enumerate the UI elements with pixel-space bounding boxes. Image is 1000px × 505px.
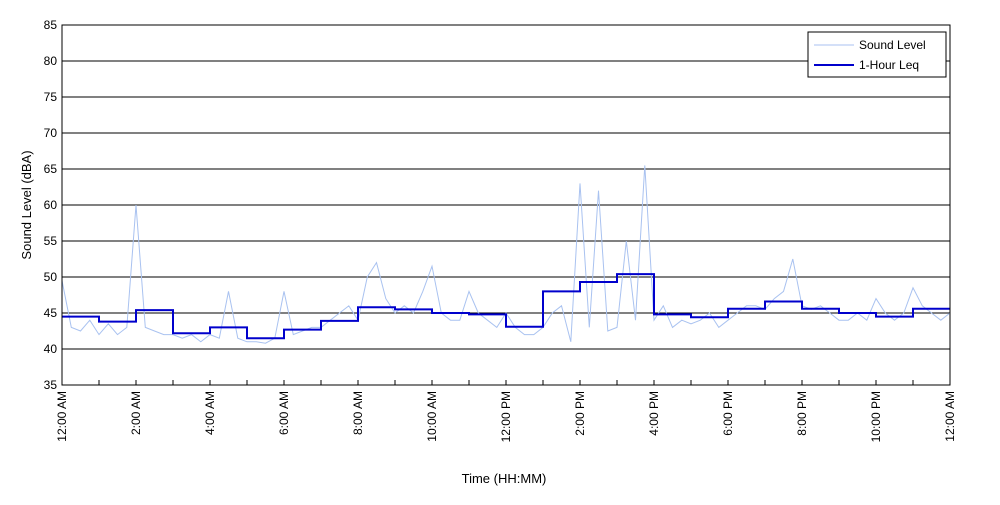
legend-label: Sound Level (859, 38, 926, 52)
x-tick-label: 12:00 AM (55, 391, 69, 442)
x-tick-label: 8:00 AM (351, 391, 365, 435)
legend-label: 1-Hour Leq (859, 58, 919, 72)
y-tick-label: 45 (44, 306, 58, 320)
x-tick-label: 6:00 PM (721, 391, 735, 436)
x-axis-label: Time (HH:MM) (462, 471, 547, 486)
x-tick-label: 10:00 AM (425, 391, 439, 442)
y-tick-label: 60 (44, 198, 58, 212)
x-tick-label: 2:00 PM (573, 391, 587, 436)
y-tick-label: 40 (44, 342, 58, 356)
plot-frame (61, 24, 951, 386)
y-axis-label: Sound Level (dBA) (19, 150, 34, 259)
x-tick-label: 12:00 PM (499, 391, 513, 442)
x-tick-label: 4:00 AM (203, 391, 217, 435)
y-tick-label: 50 (44, 270, 58, 284)
x-tick-label: 8:00 PM (795, 391, 809, 436)
x-tick-label: 12:00 AM (943, 391, 957, 442)
x-axis-ticks: 12:00 AM 2:00 AM 4:00 AM 6:00 AM 8:00 AM 10:0… (55, 380, 957, 442)
series-layer (61, 165, 951, 344)
y-tick-label: 35 (44, 378, 58, 392)
x-tick-label: 10:00 PM (869, 391, 883, 442)
legend: Sound Level 1-Hour Leq (807, 31, 947, 78)
x-tick-label: 6:00 AM (277, 391, 291, 435)
y-tick-label: 65 (44, 162, 58, 176)
y-tick-label: 80 (44, 54, 58, 68)
y-axis-ticks: 35 40 45 50 55 60 65 70 75 80 85 (44, 18, 58, 392)
series-1-hour-leq-line (62, 273, 950, 340)
x-tick-label: 2:00 AM (129, 391, 143, 435)
y-tick-label: 70 (44, 126, 58, 140)
x-tick-label: 4:00 PM (647, 391, 661, 436)
y-tick-label: 85 (44, 18, 58, 32)
y-tick-label: 55 (44, 234, 58, 248)
y-tick-label: 75 (44, 90, 58, 104)
legend-box (807, 31, 947, 78)
